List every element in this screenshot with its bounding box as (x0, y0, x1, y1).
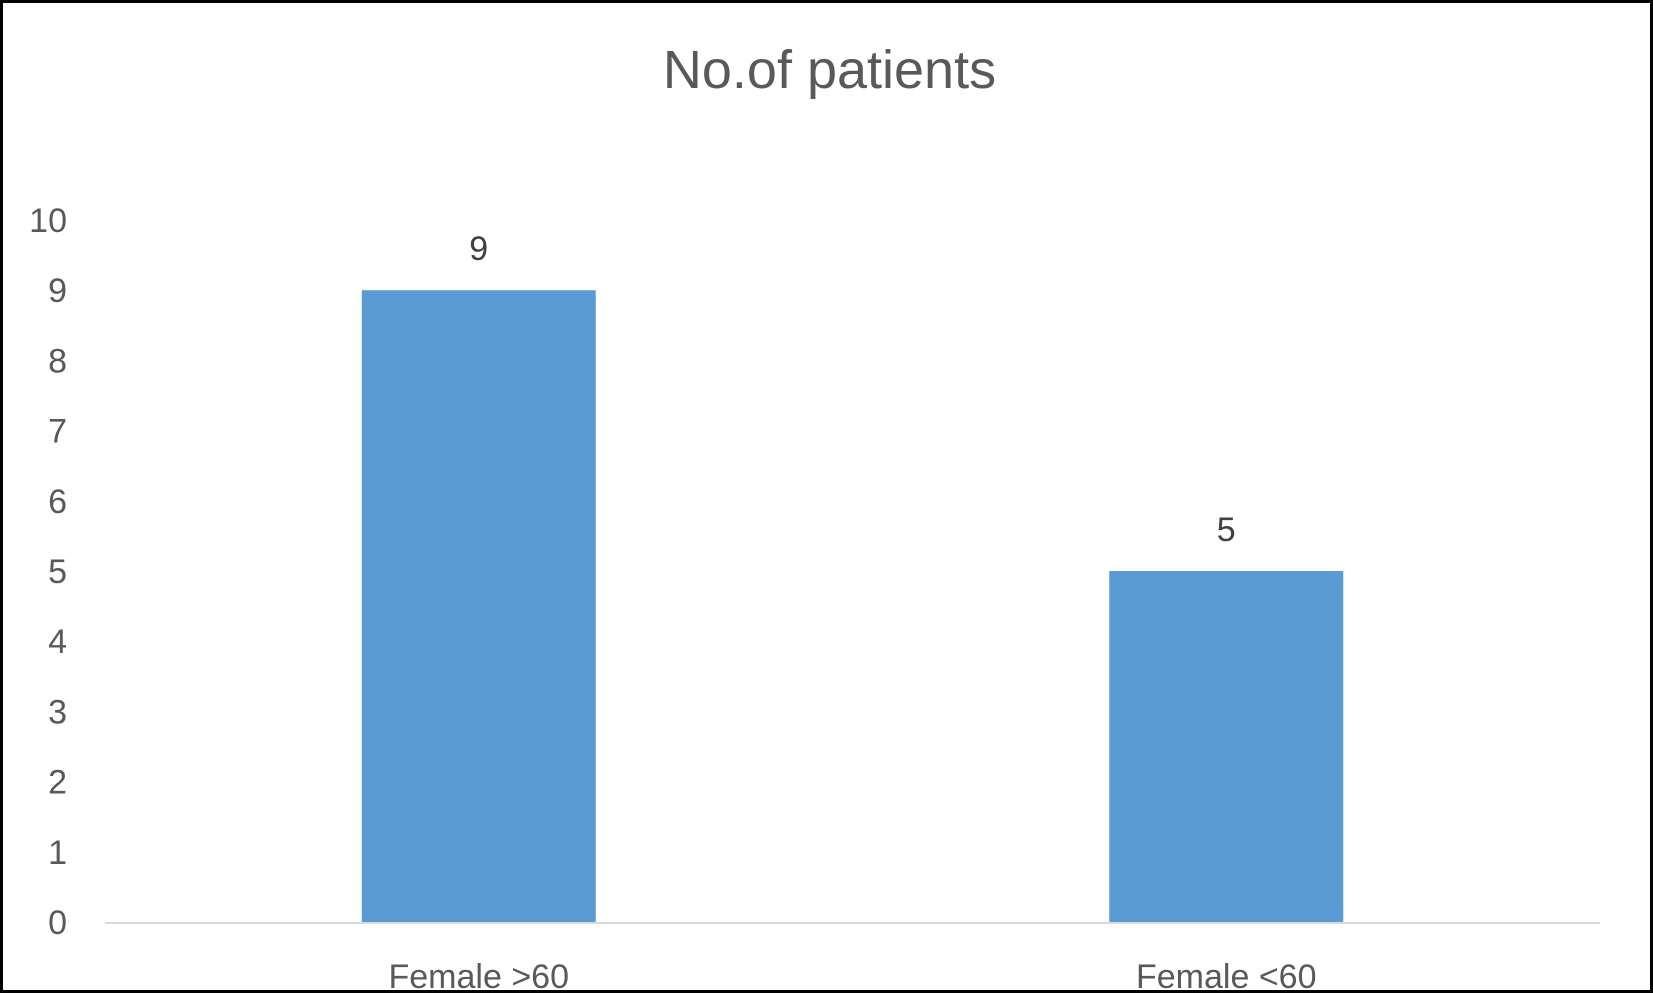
y-tick-label: 1 (48, 834, 67, 872)
y-tick-label: 3 (48, 693, 67, 731)
y-tick-label: 10 (29, 202, 67, 240)
x-axis-labels: Female >60 Female <60 (389, 958, 1317, 990)
chart-title: No.of patients (662, 40, 997, 100)
bar (1109, 571, 1344, 922)
y-tick-label: 4 (48, 623, 67, 661)
y-tick-label: 6 (48, 483, 67, 521)
y-tick-label: 0 (48, 904, 67, 942)
y-tick-label: 9 (48, 272, 67, 310)
x-category-label: Female >60 (389, 958, 570, 990)
bar (361, 290, 596, 922)
y-tick-label: 7 (48, 413, 67, 451)
y-axis-ticks: 0 1 2 3 4 5 6 7 8 9 10 (29, 202, 67, 942)
y-tick-label: 2 (48, 764, 67, 802)
bars (361, 290, 1344, 922)
y-tick-label: 8 (48, 342, 67, 380)
bar-data-label: 5 (1217, 511, 1236, 549)
bar-data-label: 9 (469, 230, 488, 268)
x-category-label: Female <60 (1136, 958, 1317, 990)
data-labels: 95 (469, 230, 1235, 549)
y-tick-label: 5 (48, 553, 67, 591)
